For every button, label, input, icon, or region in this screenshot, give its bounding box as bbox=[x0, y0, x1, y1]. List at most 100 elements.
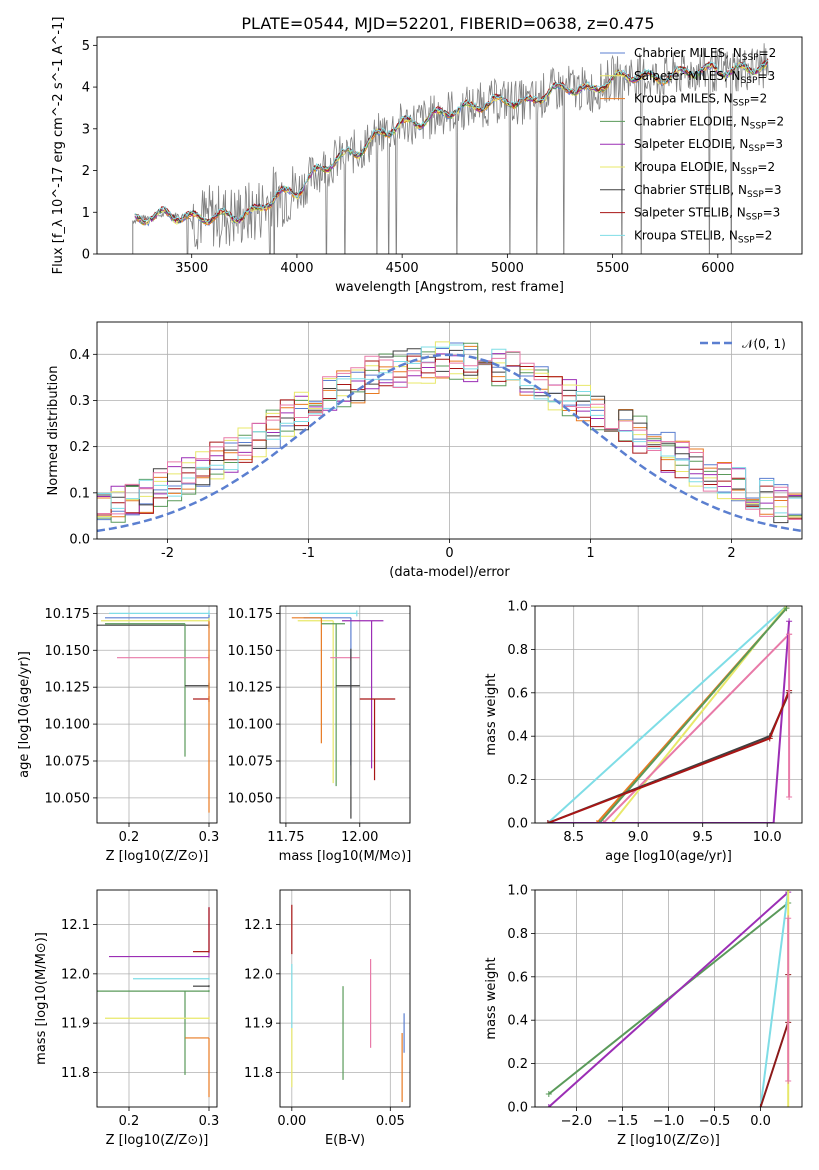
panel-age-vs-mass: 11.75 12.00 10.050 10.075 10.100 10.125 10.150… bbox=[228, 605, 412, 864]
weight-marker bbox=[545, 1090, 552, 1097]
panel-weight-vs-age: 8.5 9.0 9.5 10.0 0.0 0.2 0.4 0.6 0.8 1.0 age [log1… bbox=[484, 600, 803, 864]
y-tick-label: 10.100 bbox=[228, 718, 274, 733]
y-tick-label: 12.0 bbox=[61, 967, 90, 982]
axes-frame bbox=[279, 605, 411, 824]
axes-frame bbox=[96, 36, 803, 255]
y-tick-label: 0.4 bbox=[69, 348, 90, 363]
x-tick-label: 6000 bbox=[701, 261, 734, 276]
x-tick-label: −0.5 bbox=[699, 1114, 731, 1129]
weight-marker bbox=[786, 618, 793, 625]
x-tick-label: 10.0 bbox=[753, 830, 782, 845]
x-tick-label: 12.00 bbox=[341, 830, 378, 845]
legend-entry: 𝒩(0, 1) bbox=[742, 337, 786, 351]
errorbar-point bbox=[342, 620, 384, 769]
x-axis-label: age [log10(age/yr)] bbox=[605, 849, 732, 864]
y-tick-label: 5 bbox=[82, 39, 90, 54]
y-tick-label: 0.1 bbox=[69, 486, 90, 501]
x-tick-label: 0.0 bbox=[750, 1114, 771, 1129]
panel-weight-vs-Z: −2.0 −1.5 −1.0 −0.5 0.0 0.0 0.2 0.4 0.6 0.8 1.0 Z [… bbox=[484, 884, 803, 1148]
x-tick-label: 0.00 bbox=[277, 1114, 306, 1129]
legend-entry: Salpeter MILES, NSSP=3 bbox=[634, 69, 775, 86]
panel-age-vs-Z: 0.2 0.3 10.050 10.075 10.100 10.125 10.150 10.1… bbox=[17, 605, 219, 864]
y-tick-label: 0 bbox=[82, 248, 90, 263]
weight-marker bbox=[757, 1104, 764, 1107]
x-axis-label: E(B-V) bbox=[325, 1133, 365, 1148]
y-tick-label: 12.0 bbox=[244, 967, 273, 982]
legend-entry: Kroupa STELIB, NSSP=2 bbox=[634, 228, 772, 245]
weight-marker bbox=[600, 820, 607, 823]
weight-series bbox=[598, 607, 788, 823]
legend: Chabrier MILES, NSSP=2 Salpeter MILES, NS… bbox=[600, 46, 784, 245]
weight-marker bbox=[593, 820, 600, 823]
errorbar-point bbox=[297, 620, 334, 784]
x-tick-label: 8.5 bbox=[563, 830, 584, 845]
y-tick-label: 10.075 bbox=[45, 755, 91, 770]
weight-marker bbox=[609, 820, 616, 823]
y-tick-label: 12.1 bbox=[244, 918, 273, 933]
y-tick-label: 11.9 bbox=[61, 1017, 90, 1032]
y-axis-label: age [log10(age/yr)] bbox=[17, 651, 32, 778]
legend-entry: Chabrier MILES, NSSP=2 bbox=[634, 46, 776, 63]
axes-frame bbox=[534, 889, 803, 1108]
errorbar-point bbox=[330, 654, 360, 661]
weight-series bbox=[547, 606, 788, 823]
x-tick-label: 9.5 bbox=[692, 830, 713, 845]
axes-frame bbox=[279, 889, 411, 1108]
x-tick-label: 0.3 bbox=[199, 1114, 220, 1129]
legend-entry: Chabrier STELIB, NSSP=3 bbox=[634, 183, 782, 200]
y-axis-label: mass weight bbox=[484, 957, 499, 1039]
x-axis-label: Z [log10(Z/Z⊙)] bbox=[617, 1133, 720, 1148]
errorbar-point bbox=[291, 617, 322, 744]
axes-frame bbox=[96, 321, 803, 540]
errorbar-point bbox=[105, 1017, 210, 1020]
model-series bbox=[134, 59, 769, 223]
x-axis-label: Z [log10(Z/Z⊙)] bbox=[106, 1133, 209, 1148]
x-tick-label: 4000 bbox=[280, 261, 313, 276]
weight-marker bbox=[596, 820, 603, 823]
y-tick-label: 0.0 bbox=[507, 1101, 528, 1116]
y-tick-label: 10.125 bbox=[45, 681, 91, 696]
x-tick-label: 9.0 bbox=[628, 830, 649, 845]
weight-marker bbox=[785, 1077, 792, 1084]
errorbar-point bbox=[193, 907, 210, 953]
weight-marker bbox=[766, 735, 773, 742]
x-tick-label: 5000 bbox=[491, 261, 524, 276]
legend-entry: Salpeter STELIB, NSSP=3 bbox=[634, 206, 780, 223]
legend-entry: Chabrier ELODIE, NSSP=2 bbox=[634, 114, 784, 131]
plot-area bbox=[544, 606, 793, 823]
x-axis-label: Z [log10(Z/Z⊙)] bbox=[106, 849, 209, 864]
x-tick-label: 5500 bbox=[596, 261, 629, 276]
weight-marker bbox=[786, 631, 793, 638]
y-tick-label: 0.2 bbox=[69, 440, 90, 455]
errorbar-point bbox=[105, 623, 186, 757]
legend-entry: Kroupa ELODIE, NSSP=2 bbox=[634, 160, 775, 177]
errorbar-point bbox=[185, 682, 210, 689]
normal-curve bbox=[97, 353, 802, 533]
plot-area bbox=[97, 907, 210, 1098]
weight-marker bbox=[785, 915, 792, 922]
errorbar-point bbox=[109, 907, 210, 958]
plot-area bbox=[97, 341, 802, 533]
x-axis-label: mass [log10(M/M⊙)] bbox=[279, 849, 412, 864]
y-tick-label: 10.150 bbox=[228, 644, 274, 659]
y-axis-label: mass [log10(M/M⊙)] bbox=[34, 932, 49, 1065]
errorbar-point bbox=[193, 696, 210, 702]
errorbar-point bbox=[336, 648, 360, 819]
weight-series bbox=[548, 891, 789, 1107]
errorbar-point bbox=[117, 654, 210, 661]
y-tick-label: 10.175 bbox=[45, 607, 91, 622]
errorbar-point bbox=[101, 617, 210, 624]
x-tick-label: −1.0 bbox=[653, 1114, 685, 1129]
y-tick-label: 0.2 bbox=[507, 773, 528, 788]
weight-marker bbox=[786, 793, 793, 800]
y-tick-label: 4 bbox=[82, 81, 90, 96]
errorbar-point bbox=[133, 977, 210, 980]
y-tick-label: 0.0 bbox=[507, 817, 528, 832]
y-tick-label: 0.0 bbox=[69, 533, 90, 548]
weight-marker bbox=[545, 1104, 552, 1107]
y-tick-label: 0.2 bbox=[507, 1057, 528, 1072]
y-tick-label: 3 bbox=[82, 122, 90, 137]
x-tick-label: 0.2 bbox=[119, 1114, 140, 1129]
y-tick-label: 0.4 bbox=[507, 1014, 528, 1029]
